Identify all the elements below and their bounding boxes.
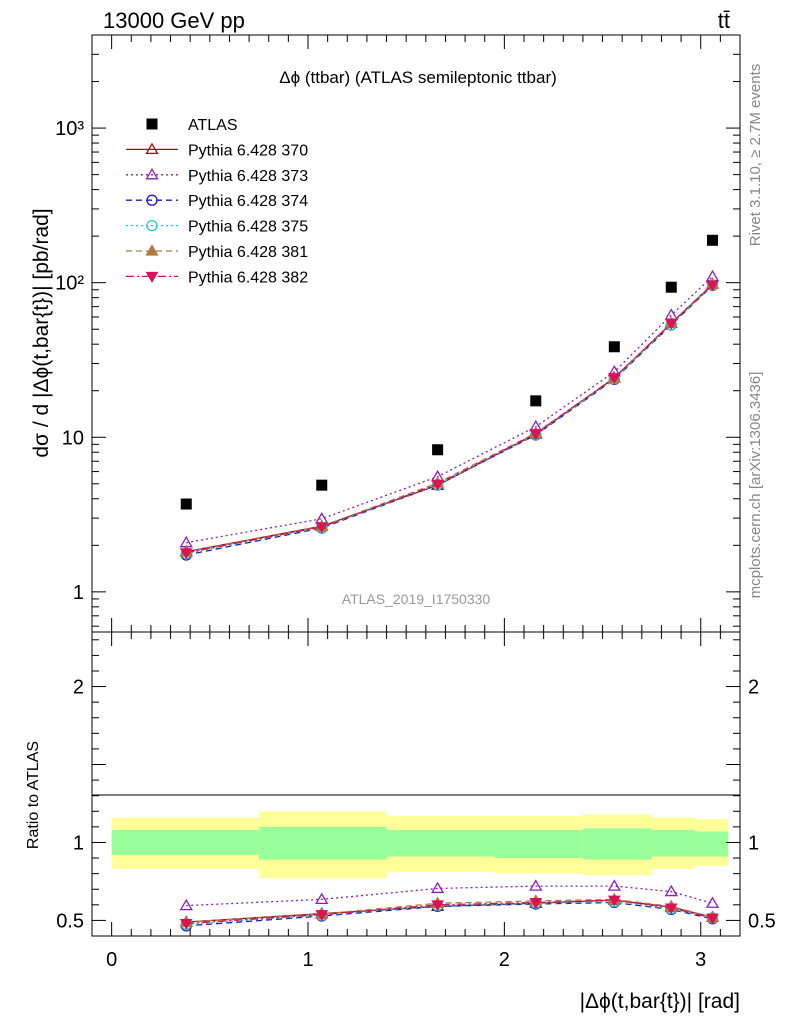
data-point (530, 395, 542, 407)
mcplots-source-label: mcplots.cern.ch [arXiv:1306.3436] (747, 372, 764, 599)
series-line (186, 283, 713, 553)
ratio-y-tick-label: 1 (73, 832, 84, 854)
ratio-data-point (431, 900, 444, 912)
series-pythia-6-428-381 (179, 277, 720, 557)
data-point (179, 548, 193, 560)
ratio-series-line (186, 885, 713, 907)
legend-entry-label: Pythia 6.428 370 (188, 142, 308, 159)
main-y-tick-label: 10² (55, 273, 84, 295)
legend: ATLAS Pythia 6.428 370 Pythia 6.428 373 Pyt… (126, 117, 308, 286)
main-y-tick-label: 10 (62, 427, 84, 449)
series-line (186, 284, 713, 556)
uncertainty-band-inner (582, 828, 652, 860)
legend-entry-label: Pythia 6.428 373 (188, 168, 308, 185)
legend-marker (145, 244, 159, 256)
legend-entry-label: Pythia 6.428 381 (188, 244, 308, 261)
main-y-axis-label: dσ / d |Δϕ(t,bar{t})| [pb/rad] (30, 208, 53, 457)
legend-entry-label: Pythia 6.428 374 (188, 193, 308, 210)
ratio-data-point (607, 895, 621, 907)
ratio-data-point (529, 897, 543, 909)
ratio-series-pythia-6-428-382 (179, 895, 719, 931)
series-line (186, 284, 713, 555)
uncertainty-band-inner (494, 829, 583, 859)
data-point (431, 479, 444, 491)
ratio-series-line (186, 901, 713, 927)
header-energy: 13000 GeV pp (103, 8, 245, 33)
ratio-data-point (664, 884, 678, 897)
data-point (706, 280, 719, 292)
data-point (664, 318, 678, 330)
ratio-data-point (607, 879, 621, 891)
ratio-y-tick-label-right: 0.5 (748, 910, 776, 932)
ratio-y-tick-label: 0.5 (56, 910, 84, 932)
series-line (186, 283, 713, 553)
analysis-watermark: ATLAS_2019_I1750330 (342, 591, 491, 607)
legend-marker (146, 194, 158, 206)
x-tick-label: 1 (302, 949, 313, 971)
ratio-data-point (315, 910, 329, 922)
plot-title: Δϕ (ttbar) (ATLAS semileptonic ttbar) (279, 68, 557, 87)
ratio-data-point (529, 879, 543, 891)
series-pythia-6-428-370 (179, 277, 720, 557)
series-line (186, 284, 713, 554)
main-y-tick-label: 1 (73, 582, 84, 604)
ratio-frame (91, 631, 741, 937)
x-tick-label: 0 (106, 949, 117, 971)
data-point (180, 498, 192, 510)
ratio-data-point (179, 898, 193, 911)
series-pythia-6-428-382 (179, 280, 719, 560)
ratio-data-point (430, 881, 445, 894)
legend-marker (145, 168, 159, 180)
data-point (707, 234, 719, 246)
ratio-y-tick-label-right: 1 (748, 832, 759, 854)
legend-marker (146, 219, 158, 232)
data-point (316, 479, 328, 491)
rivet-version-label: Rivet 3.1.10, ≥ 2.7M events (747, 64, 764, 247)
uncertainty-band-inner (694, 831, 729, 857)
series-pythia-6-428-374 (180, 279, 719, 561)
uncertainty-band-inner (258, 826, 387, 860)
ratio-data-point (705, 896, 720, 908)
series-pythia-6-428-375 (180, 279, 719, 560)
legend-entry-label: Pythia 6.428 382 (188, 269, 308, 286)
data-point (529, 429, 543, 441)
ratio-series-pythia-6-428-373 (179, 879, 720, 911)
data-point (315, 522, 329, 534)
legend-marker (145, 142, 159, 155)
x-tick-label: 2 (499, 949, 510, 971)
x-tick-label: 3 (695, 949, 706, 971)
ratio-series-pythia-6-428-381 (179, 892, 720, 927)
data-point (665, 281, 677, 293)
ratio-data-point (706, 913, 719, 925)
data-point (608, 341, 620, 353)
ratio-y-tick-label-right: 2 (748, 677, 759, 699)
uncertainty-band-inner (651, 829, 695, 857)
ratio-panel: Ratio to ATLAS |Δϕ(t,bar{t})| [rad] 0.5 0… (25, 631, 776, 1013)
data-point (432, 444, 444, 456)
ratio-data-point (664, 903, 678, 915)
ratio-series-line (186, 899, 713, 925)
legend-entry-label: Pythia 6.428 375 (188, 219, 308, 236)
series-atlas (180, 234, 719, 510)
ratio-y-axis-label: Ratio to ATLAS (25, 741, 42, 849)
ratio-series-pythia-6-428-370 (179, 893, 720, 927)
ratio-y-tick-label: 2 (73, 677, 84, 699)
uncertainty-band-inner (111, 829, 259, 855)
legend-entry-label: ATLAS (188, 117, 238, 134)
data-point (607, 373, 621, 385)
uncertainty-band-inner (386, 829, 495, 857)
legend-marker (146, 118, 158, 130)
main-panel: Δϕ (ttbar) (ATLAS semileptonic ttbar) AT… (30, 34, 741, 633)
ratio-data-point (179, 919, 193, 931)
series-line (186, 276, 713, 544)
main-y-tick-label: 10³ (55, 118, 84, 140)
legend-marker (145, 271, 159, 283)
x-axis-label: |Δϕ(t,bar{t})| [rad] (580, 990, 740, 1013)
ratio-data-point (315, 892, 329, 905)
header-process: tt̄ (718, 8, 730, 33)
series-pythia-6-428-373 (179, 269, 720, 548)
